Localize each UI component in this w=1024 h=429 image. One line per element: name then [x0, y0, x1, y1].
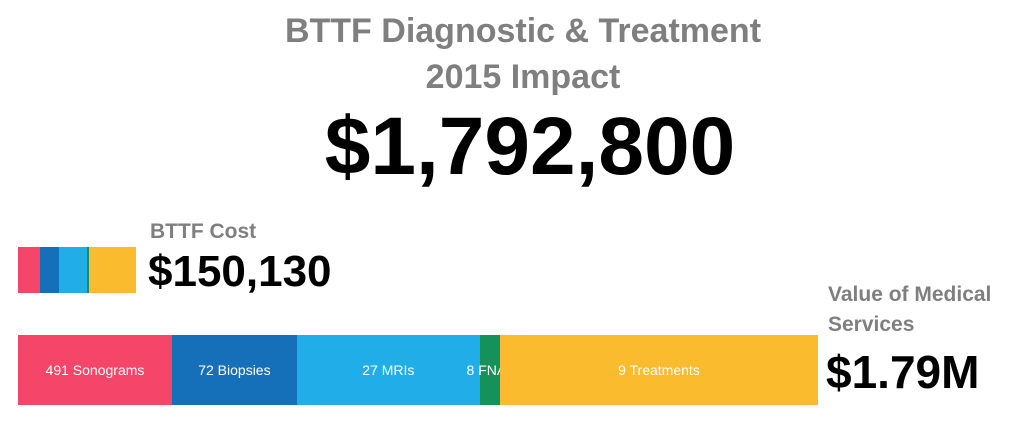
segment-label: 491 Sonograms [45, 362, 145, 378]
bar-name: BTTF Cost [150, 220, 257, 243]
bar-segment [40, 247, 60, 293]
bar-segment: 27 MRIs [296, 335, 480, 405]
segment-label: 9 Treatments [618, 362, 700, 378]
bar-segment [87, 247, 89, 293]
bar-segment [18, 247, 40, 293]
bar-segment [88, 247, 136, 293]
bar-segment: 72 Biopsies [171, 335, 297, 405]
segment-label: 27 MRIs [362, 362, 415, 378]
headline-total: $1,792,800 [324, 101, 736, 192]
bar-name: Value of Medical Services [828, 283, 992, 336]
bar-value-label: $150,130 [148, 247, 332, 296]
bar-segment: 9 Treatments [499, 335, 818, 405]
stacked-bar: 491 Sonograms 72 Biopsies 27 MRIs 8 FNAs 9 T… [18, 335, 818, 405]
chart-subtitle: 2015 Impact [425, 58, 621, 96]
bar-value-label: $1.79M [826, 346, 980, 398]
bar-segment: 491 Sonograms [18, 335, 172, 405]
bar-segment: 8 FNAs [467, 335, 513, 405]
segment-label: 72 Biopsies [198, 362, 271, 378]
chart-title: BTTF Diagnostic & Treatment [284, 12, 762, 50]
bar-segment [59, 247, 88, 293]
stacked-bar [18, 247, 136, 293]
